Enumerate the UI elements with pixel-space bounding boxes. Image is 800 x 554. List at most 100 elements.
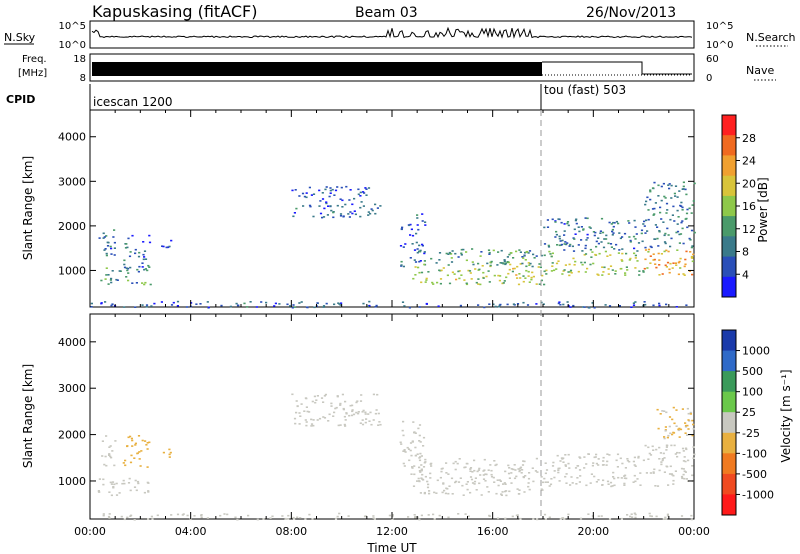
scatter-cell (652, 304, 655, 307)
colorbar-swatch (722, 276, 736, 298)
scatter-cell (105, 254, 108, 257)
scatter-cell (634, 257, 637, 259)
scatter-cell (391, 518, 394, 520)
y-tick-label: 4000 (58, 131, 86, 144)
scatter-cell (459, 477, 462, 479)
scatter-cell (590, 473, 593, 475)
scatter-cell (525, 265, 528, 268)
scatter-cell (684, 460, 687, 463)
scatter-cell (438, 514, 441, 517)
scatter-cell (101, 440, 104, 442)
scatter-cell (374, 203, 377, 206)
scatter-cell (566, 222, 569, 225)
scatter-cell (619, 457, 622, 460)
scatter-cell (503, 482, 506, 484)
cpid-mode-2: tou (fast) 503 (544, 83, 626, 97)
scatter-cell (567, 271, 570, 273)
nsky-frame (89, 20, 695, 49)
scatter-cell (149, 283, 152, 286)
scatter-cell (680, 475, 684, 478)
scatter-cell (493, 481, 496, 483)
scatter-cell (670, 197, 673, 199)
scatter-cell (362, 191, 365, 193)
scatter-cell (665, 202, 669, 205)
colorbar-tick-label: 25 (742, 406, 756, 419)
scatter-cell (669, 432, 672, 435)
scatter-cell (401, 429, 404, 432)
scatter-cell (150, 515, 153, 518)
scatter-cell (419, 471, 422, 473)
scatter-cell (577, 226, 580, 228)
scatter-cell (541, 274, 544, 277)
scatter-cell (623, 477, 626, 479)
scatter-cell (682, 185, 685, 188)
scatter-cell (295, 411, 298, 414)
scatter-cell (339, 304, 342, 306)
scatter-cell (305, 196, 308, 199)
scatter-cell (507, 272, 510, 275)
x-tick-label: 12:00 (376, 525, 408, 538)
scatter-cell (104, 278, 107, 280)
scatter-cell (524, 251, 527, 254)
scatter-cell (600, 217, 604, 220)
scatter-cell (653, 258, 656, 261)
scatter-cell (693, 182, 696, 185)
scatter-cell (294, 422, 297, 425)
scatter-cell (606, 460, 609, 463)
scatter-cell (446, 274, 449, 277)
scatter-cell (123, 259, 126, 262)
scatter-cell (661, 410, 664, 412)
scatter-cell (691, 474, 694, 477)
scatter-cell (413, 514, 416, 516)
scatter-cell (150, 305, 153, 307)
scatter-cell (105, 435, 108, 437)
scatter-cell (660, 199, 663, 202)
scatter-cell (675, 425, 678, 427)
scatter-cell (528, 264, 531, 266)
scatter-cell (473, 459, 476, 462)
scatter-cell (615, 220, 618, 223)
scatter-cell (527, 262, 530, 264)
scatter-cell (551, 265, 554, 267)
scatter-cell (375, 304, 378, 307)
scatter-cell (303, 410, 306, 412)
scatter-cell (663, 437, 666, 440)
scatter-cell (638, 270, 641, 272)
scatter-cell (418, 306, 421, 308)
scatter-cell (460, 274, 463, 276)
scatter-cell (574, 260, 577, 263)
scatter-cell (367, 211, 370, 213)
scatter-cell (597, 237, 600, 239)
scatter-cell (137, 255, 141, 258)
scatter-cell (128, 255, 132, 258)
scatter-cell (569, 306, 572, 308)
scatter-cell (329, 189, 332, 192)
scatter-cell (643, 267, 646, 270)
scatter-cell (121, 482, 124, 485)
scatter-cell (403, 305, 406, 307)
scatter-cell (113, 254, 116, 256)
scatter-cell (247, 514, 250, 517)
colorbar-swatch (722, 155, 736, 177)
scatter-cell (325, 186, 328, 188)
scatter-cell (349, 404, 352, 407)
scatter-cell (435, 492, 438, 494)
scatter-cell (448, 485, 451, 487)
scatter-cell (644, 203, 647, 206)
scatter-cell (550, 478, 553, 480)
scatter-cell (690, 229, 694, 232)
scatter-cell (579, 517, 583, 520)
scatter-cell (468, 270, 472, 272)
scatter-cell (685, 448, 688, 451)
scatter-cell (678, 436, 681, 438)
scatter-cell (427, 271, 430, 273)
scatter-cell (490, 469, 493, 472)
scatter-cell (546, 219, 549, 221)
scatter-cell (604, 250, 607, 253)
scatter-cell (663, 234, 666, 237)
scatter-cell (668, 425, 671, 428)
scatter-cell (305, 192, 308, 194)
scatter-cell (691, 260, 694, 263)
scatter-cell (654, 485, 657, 487)
scatter-cell (680, 201, 683, 204)
